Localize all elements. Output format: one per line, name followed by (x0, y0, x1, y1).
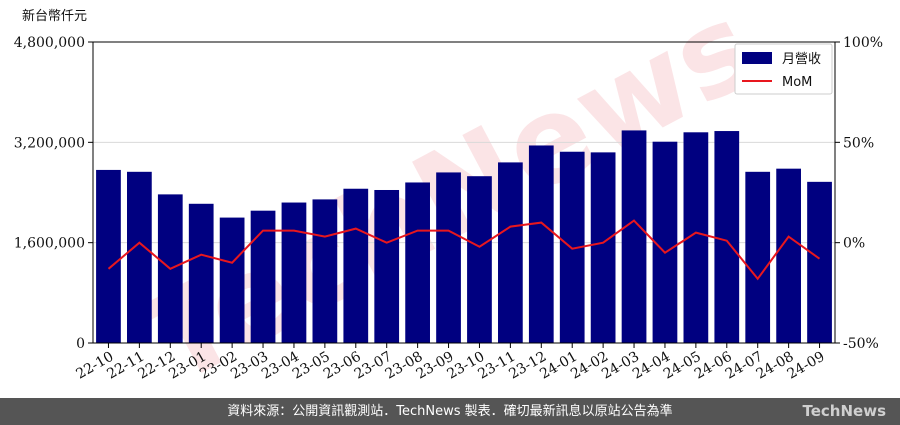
revenue-bar (590, 152, 616, 343)
revenue-bar (127, 171, 152, 343)
left-tick-label: 1,600,000 (14, 236, 85, 252)
revenue-bar (188, 203, 214, 343)
left-tick-label: 0 (76, 336, 85, 352)
right-tick-label: 100% (843, 35, 883, 51)
unit-label: 新台幣仟元 (22, 8, 87, 24)
left-tick-label: 3,200,000 (14, 135, 85, 151)
revenue-chart: 新台幣仟元 TechNews 01,600,0003,200,0004,800,… (14, 0, 883, 398)
revenue-bar (374, 189, 400, 343)
left-tick-label: 4,800,000 (14, 35, 85, 51)
revenue-bar (436, 172, 461, 343)
revenue-bar (652, 141, 678, 343)
mom-line-layer (107, 219, 821, 281)
revenue-bar (219, 217, 245, 343)
footer-bar: 資料來源：公開資訊觀測站．TechNews 製表．確切最新訊息以原站公告為準 T… (0, 398, 900, 425)
revenue-bar (312, 199, 338, 343)
revenue-bar (281, 202, 307, 343)
revenue-bar (467, 176, 492, 343)
legend: 月營收 MoM (734, 43, 833, 95)
legend-label-revenue: 月營收 (782, 52, 821, 67)
right-tick-label: 0% (843, 236, 865, 252)
revenue-bar (250, 210, 276, 343)
source-text: 資料來源：公開資訊觀測站．TechNews 製表．確切最新訊息以原站公告為準 (227, 404, 673, 419)
legend-label-mom: MoM (782, 75, 812, 90)
legend-swatch-revenue (742, 52, 772, 64)
revenue-bar (96, 169, 121, 343)
revenue-bar (745, 171, 771, 343)
technews-logo: TechNews (802, 402, 887, 420)
revenue-bar (498, 162, 523, 343)
revenue-bar (343, 188, 369, 343)
revenue-bar (621, 130, 647, 343)
revenue-bar (714, 131, 740, 343)
revenue-bar (528, 145, 554, 343)
right-tick-label: 50% (843, 135, 874, 151)
grid-lines (93, 141, 835, 244)
mom-line (107, 219, 821, 281)
revenue-bar (807, 181, 832, 343)
revenue-bar (776, 168, 801, 343)
right-tick-label: -50% (843, 336, 879, 352)
revenue-bar (405, 182, 430, 343)
